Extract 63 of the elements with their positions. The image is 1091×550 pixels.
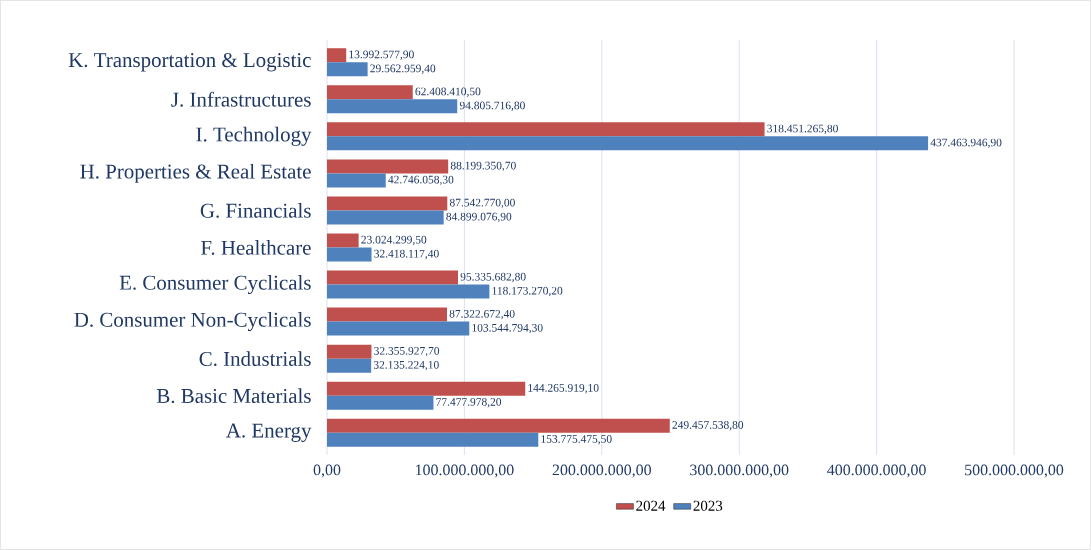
data-label: 249.457.538,80: [672, 421, 744, 431]
bar: [327, 173, 386, 188]
x-tick-label: 100.000.000,00: [415, 464, 514, 478]
y-tick-label: H. Properties & Real Estate: [80, 163, 311, 183]
x-tick-label: 300.000.000,00: [690, 464, 789, 478]
bar: [327, 159, 449, 174]
bar: [327, 196, 448, 211]
data-label: 118.173.270,20: [492, 286, 563, 297]
data-label: 318.451.265,80: [767, 124, 838, 135]
x-tick-label: 500.000.000,00: [965, 464, 1064, 478]
data-label: 62.408.410,50: [415, 87, 481, 97]
bar: [327, 418, 670, 433]
bar: [327, 99, 458, 114]
x-tick-label: 400.000.000,00: [827, 464, 926, 478]
data-label: 84.899.076,90: [446, 212, 512, 223]
data-label: 103.544.794,30: [472, 323, 543, 334]
data-label: 87.322.672,40: [449, 309, 515, 320]
bar: [327, 344, 372, 359]
bar: [327, 210, 444, 225]
data-label: 437.463.946,90: [930, 138, 1002, 149]
data-label: 42.746.058,30: [388, 175, 454, 186]
data-label: 94.805.716,80: [459, 101, 525, 111]
y-tick-label: D. Consumer Non-Cyclicals: [74, 312, 311, 332]
data-label: 13.992.577,90: [349, 50, 414, 60]
bar: [327, 381, 526, 396]
data-label: 87.542.770,00: [449, 198, 515, 209]
data-label: 29.562.959,40: [370, 64, 436, 74]
data-label: 23.024.299,50: [361, 235, 427, 246]
data-label: 32.135.224,10: [373, 360, 439, 371]
y-tick-label: J. Infrastructures: [171, 91, 311, 107]
y-tick-label: C. Industrials: [199, 351, 311, 367]
data-label: 95.335.682,80: [460, 272, 526, 283]
bar: [327, 136, 929, 151]
x-tick-label: 200.000.000,00: [552, 464, 651, 478]
data-label: 88.199.350,70: [450, 161, 516, 172]
bar: [327, 247, 372, 262]
y-tick-label: A. Energy: [226, 423, 312, 442]
data-label: 144.265.919,10: [528, 384, 599, 394]
bar: [327, 395, 434, 410]
bar: [327, 358, 372, 373]
bar: [327, 284, 490, 299]
data-label: 77.477.978,20: [436, 398, 502, 408]
data-label: 32.355.927,70: [374, 346, 440, 357]
x-tick-label: 0,00: [313, 464, 341, 478]
legend-label: 2024: [636, 500, 666, 511]
bar: [327, 432, 539, 447]
bar: [327, 85, 413, 100]
bar: [327, 233, 359, 248]
bar: [327, 307, 447, 322]
y-tick-label: G. Financials: [200, 203, 311, 218]
y-tick-label: F. Healthcare: [201, 240, 311, 255]
data-label: 153.775.475,50: [541, 435, 612, 445]
legend-label: 2023: [693, 500, 723, 511]
y-tick-label: E. Consumer Cyclicals: [119, 275, 311, 295]
bar: [327, 270, 458, 285]
data-label: 32.418.117,40: [374, 249, 439, 260]
bar: [327, 122, 765, 137]
y-tick-label: K. Transportation & Logistic: [68, 53, 311, 72]
y-tick-label: B. Basic Materials: [156, 388, 311, 404]
bar: [327, 321, 470, 336]
bar: [327, 62, 368, 77]
bar: [327, 48, 347, 63]
y-tick-label: I. Technology: [196, 126, 312, 146]
